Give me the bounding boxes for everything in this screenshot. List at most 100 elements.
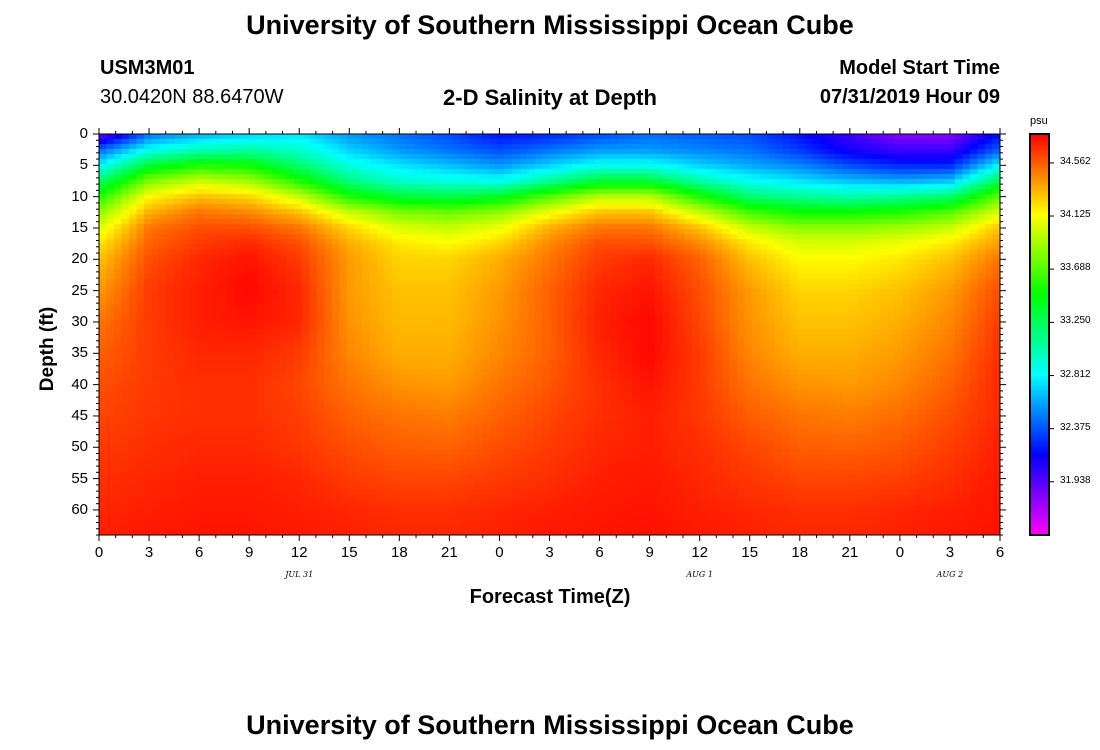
- heatmap-cell: [812, 174, 821, 180]
- heatmap-cell: [534, 169, 543, 175]
- heatmap-cell: [549, 284, 558, 290]
- heatmap-cell: [406, 249, 415, 255]
- heatmap-cell: [121, 314, 130, 321]
- heatmap-cell: [324, 339, 333, 346]
- heatmap-cell: [737, 299, 746, 306]
- heatmap-cell: [294, 214, 303, 220]
- heatmap-cell: [361, 324, 370, 331]
- heatmap-cell: [361, 219, 370, 225]
- heatmap-cell: [557, 144, 566, 150]
- heatmap-cell: [474, 169, 483, 175]
- heatmap-cell: [759, 319, 768, 326]
- heatmap-cell: [526, 334, 536, 341]
- heatmap-cell: [211, 229, 220, 235]
- heatmap-cell: [346, 209, 355, 215]
- heatmap-cell: [496, 149, 506, 155]
- heatmap-cell: [421, 279, 430, 285]
- heatmap-cell: [496, 289, 506, 295]
- heatmap-cell: [744, 209, 753, 215]
- heatmap-cell: [969, 334, 979, 341]
- heatmap-cell: [909, 314, 919, 321]
- heatmap-cell: [264, 149, 273, 155]
- heatmap-cell: [819, 209, 828, 215]
- heatmap-cell: [489, 284, 498, 290]
- heatmap-cell: [466, 194, 476, 200]
- heatmap-cell: [722, 304, 731, 311]
- heatmap-cell: [136, 234, 145, 240]
- heatmap-cell: [474, 304, 483, 311]
- heatmap-cell: [241, 259, 250, 265]
- heatmap-cell: [339, 299, 348, 306]
- heatmap-cell: [992, 319, 1000, 326]
- heatmap-cell: [864, 164, 873, 170]
- heatmap-cell: [369, 319, 378, 326]
- heatmap-cell: [294, 179, 303, 185]
- heatmap-cell: [196, 154, 205, 160]
- heatmap-cell: [511, 274, 521, 280]
- heatmap-cell: [572, 174, 581, 180]
- heatmap-cell: [526, 239, 536, 245]
- heatmap-cell: [451, 269, 460, 275]
- heatmap-cell: [819, 159, 828, 165]
- heatmap-cell: [849, 134, 858, 140]
- heatmap-cell: [939, 309, 949, 316]
- heatmap-cell: [647, 244, 656, 250]
- heatmap-cell: [714, 334, 723, 341]
- heatmap-cell: [406, 334, 415, 341]
- heatmap-cell: [166, 149, 175, 155]
- heatmap-cell: [204, 294, 213, 301]
- heatmap-cell: [121, 254, 130, 260]
- heatmap-cell: [384, 309, 393, 316]
- heatmap-cell: [324, 239, 333, 245]
- heatmap-cell: [609, 279, 618, 285]
- heatmap-cell: [684, 229, 693, 235]
- heatmap-cell: [947, 179, 956, 185]
- heatmap-cell: [609, 284, 618, 290]
- heatmap-cell: [617, 164, 626, 170]
- heatmap-cell: [114, 289, 123, 295]
- heatmap-cell: [444, 334, 453, 341]
- heatmap-cell: [339, 219, 348, 225]
- heatmap-cell: [872, 174, 881, 180]
- heatmap-cell: [144, 299, 153, 306]
- heatmap-cell: [759, 194, 768, 200]
- heatmap-cell: [129, 334, 138, 341]
- heatmap-cell: [872, 329, 881, 336]
- heatmap-cell: [369, 244, 378, 250]
- heatmap-cell: [804, 194, 813, 200]
- heatmap-cell: [511, 269, 521, 275]
- heatmap-cell: [759, 169, 768, 175]
- heatmap-cell: [797, 139, 806, 145]
- heatmap-cell: [286, 234, 295, 240]
- heatmap-cell: [256, 224, 265, 230]
- heatmap-cell: [159, 149, 168, 155]
- heatmap-cell: [549, 299, 558, 306]
- heatmap-cell: [639, 264, 648, 270]
- heatmap-cell: [632, 259, 641, 265]
- heatmap-cell: [857, 264, 866, 270]
- heatmap-cell: [677, 174, 686, 180]
- heatmap-cell: [309, 139, 318, 145]
- heatmap-cell: [782, 174, 791, 180]
- heatmap-cell: [219, 274, 228, 280]
- heatmap-cell: [241, 309, 250, 316]
- heatmap-cell: [917, 329, 926, 336]
- heatmap-cell: [489, 314, 498, 321]
- heatmap-cell: [429, 254, 438, 260]
- heatmap-cell: [414, 264, 423, 270]
- heatmap-cell: [121, 229, 130, 235]
- heatmap-cell: [414, 329, 423, 336]
- heatmap-cell: [632, 264, 641, 270]
- heatmap-cell: [459, 144, 468, 150]
- heatmap-cell: [331, 244, 340, 250]
- heatmap-cell: [902, 269, 911, 275]
- heatmap-cell: [827, 209, 836, 215]
- heatmap-cell: [466, 269, 476, 275]
- heatmap-cell: [256, 184, 265, 190]
- heatmap-cell: [459, 169, 468, 175]
- heatmap-cell: [902, 304, 911, 311]
- heatmap-cell: [234, 184, 243, 190]
- heatmap-cell: [151, 234, 160, 240]
- heatmap-cell: [939, 314, 949, 321]
- heatmap-cell: [391, 284, 400, 290]
